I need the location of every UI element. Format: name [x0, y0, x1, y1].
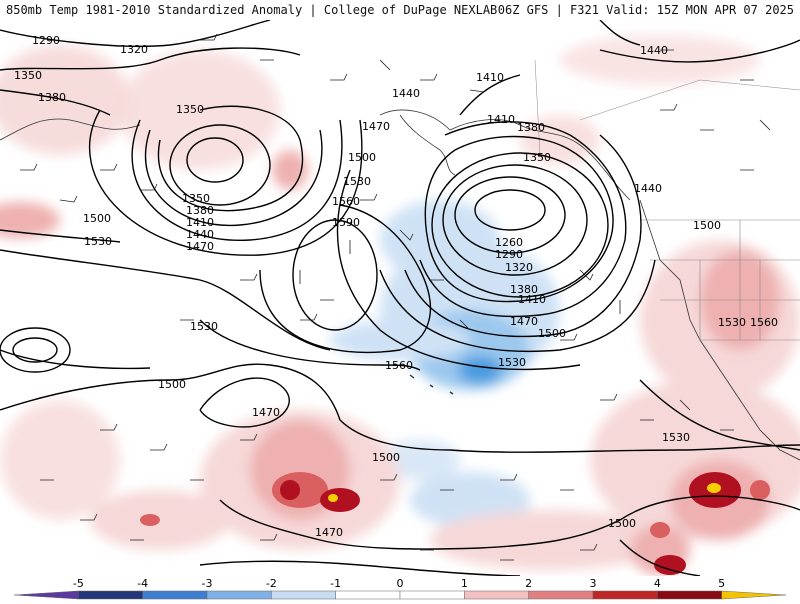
- contour-label: 1500: [608, 517, 636, 530]
- contour-label: 1530: [718, 316, 746, 329]
- colorbar-segment: [464, 590, 529, 600]
- contour-label: 1440: [634, 182, 662, 195]
- contour-1500: [379, 259, 656, 353]
- contour-label: 1410: [518, 293, 546, 306]
- colorbar-tick-label: -4: [137, 577, 148, 590]
- contour-label: 1320: [120, 43, 148, 56]
- colorbar-tick-label: -3: [202, 577, 213, 590]
- contour-label: 1500: [83, 212, 111, 225]
- siberia-coast: [0, 118, 141, 141]
- contour-1530-mid: [199, 319, 421, 371]
- anomaly-cores: [140, 472, 770, 575]
- contour-label: 1560: [385, 359, 413, 372]
- colorbar-segment: [271, 590, 336, 600]
- colorbar-segment: [206, 590, 272, 600]
- colorbar-segment: [78, 590, 143, 600]
- colorbar-segment: [335, 590, 401, 600]
- contour-west-inner: [186, 137, 244, 183]
- contour-label: 1500: [158, 378, 186, 391]
- contour-1380: [424, 135, 614, 303]
- contour-label: 1380: [517, 121, 545, 134]
- contour-label: 1530: [190, 320, 218, 333]
- map-canvas: 1290 1320 1350 1380 1350 1500 1530 1440 …: [0, 19, 800, 577]
- contour-1500-south: [0, 363, 800, 453]
- contour-label: 1560: [332, 195, 360, 208]
- contour-label: 1410: [186, 216, 214, 229]
- contour-label: 1440: [186, 228, 214, 241]
- colorbar-segment: [721, 590, 787, 600]
- contour-label: 1470: [186, 240, 214, 253]
- colorbar-tick-label: 3: [590, 577, 597, 590]
- contour-label: 1440: [640, 44, 668, 57]
- colorbar-tick-label: 1: [461, 577, 468, 590]
- contour-labels: 1290 1320 1350 1380 1350 1500 1530 1440 …: [14, 34, 778, 539]
- contour-1290: [454, 176, 566, 254]
- colorbar-segment: [657, 590, 722, 600]
- colorbar-tick-label: 5: [718, 577, 725, 590]
- contour-label: 1290: [32, 34, 60, 47]
- contour-label: 1470: [362, 120, 390, 133]
- contour-label: 1500: [348, 151, 376, 164]
- wind-barbs: [20, 33, 771, 561]
- contour-label: 1470: [510, 315, 538, 328]
- title-bar: 850mb Temp 1981-2010 Standardized Anomal…: [0, 0, 800, 20]
- colorbar-tick-label: 2: [525, 577, 532, 590]
- anomaly-map: 1290 1320 1350 1380 1350 1500 1530 1440 …: [0, 19, 800, 577]
- map-title: 850mb Temp 1981-2010 Standardized Anomal…: [6, 3, 498, 17]
- contour-label: 1530: [343, 175, 371, 188]
- contour-1470: [404, 134, 642, 338]
- contour-label: 1410: [476, 71, 504, 84]
- contour-label: 1500: [693, 219, 721, 232]
- contour-label: 1470: [252, 406, 280, 419]
- contour-label: 1380: [38, 91, 66, 104]
- height-contours: [0, 19, 800, 577]
- contour-1260: [474, 189, 546, 231]
- colorbar-svg: -5 -4 -3 -2 -1 0 1 2 3 4 5: [13, 577, 787, 600]
- colorbar-segment: [399, 590, 465, 600]
- colorbar-tick-label: -2: [266, 577, 277, 590]
- contour-label: 1530: [84, 235, 112, 248]
- contour-label: 1350: [176, 103, 204, 116]
- model-valid-time: 06Z GFS | F321 Valid: 15Z MON APR 07 202…: [497, 3, 794, 17]
- colorbar-tick-label: 4: [654, 577, 661, 590]
- colorbar-segment: [142, 590, 208, 600]
- contour-label: 1440: [392, 87, 420, 100]
- contour-label: 1290: [495, 248, 523, 261]
- contour-label: 1500: [538, 327, 566, 340]
- contour-label: 1470: [315, 526, 343, 539]
- contour-label: 1560: [750, 316, 778, 329]
- contour-1320: [442, 164, 588, 276]
- colorbar-tick-label: -5: [73, 577, 84, 590]
- contour-1410: [419, 121, 627, 318]
- contour-label: 1500: [372, 451, 400, 464]
- contour-label: 1410: [487, 113, 515, 126]
- contour-label: 1320: [505, 261, 533, 274]
- contour-1350: [431, 152, 609, 298]
- contour-1590: [292, 219, 378, 331]
- contour-label: 1380: [510, 283, 538, 296]
- contour-label: 1530: [498, 356, 526, 369]
- contour-1470-south: [219, 495, 800, 550]
- contour-1560: [259, 204, 432, 354]
- contour-label: 1350: [182, 192, 210, 205]
- colorbar-segment: [13, 590, 79, 600]
- colorbar-tick-label: -1: [330, 577, 341, 590]
- contour-label: 1350: [14, 69, 42, 82]
- contour-label: 1350: [523, 151, 551, 164]
- contour-label: 1260: [495, 236, 523, 249]
- contour-label: 1380: [186, 204, 214, 217]
- colorbar-tick-label: 0: [397, 577, 404, 590]
- colorbar-segment: [528, 590, 594, 600]
- colorbar: -5 -4 -3 -2 -1 0 1 2 3 4 5: [0, 576, 800, 600]
- contour-label: 1590: [332, 216, 360, 229]
- contour-label: 1530: [662, 431, 690, 444]
- colorbar-segment: [592, 590, 658, 600]
